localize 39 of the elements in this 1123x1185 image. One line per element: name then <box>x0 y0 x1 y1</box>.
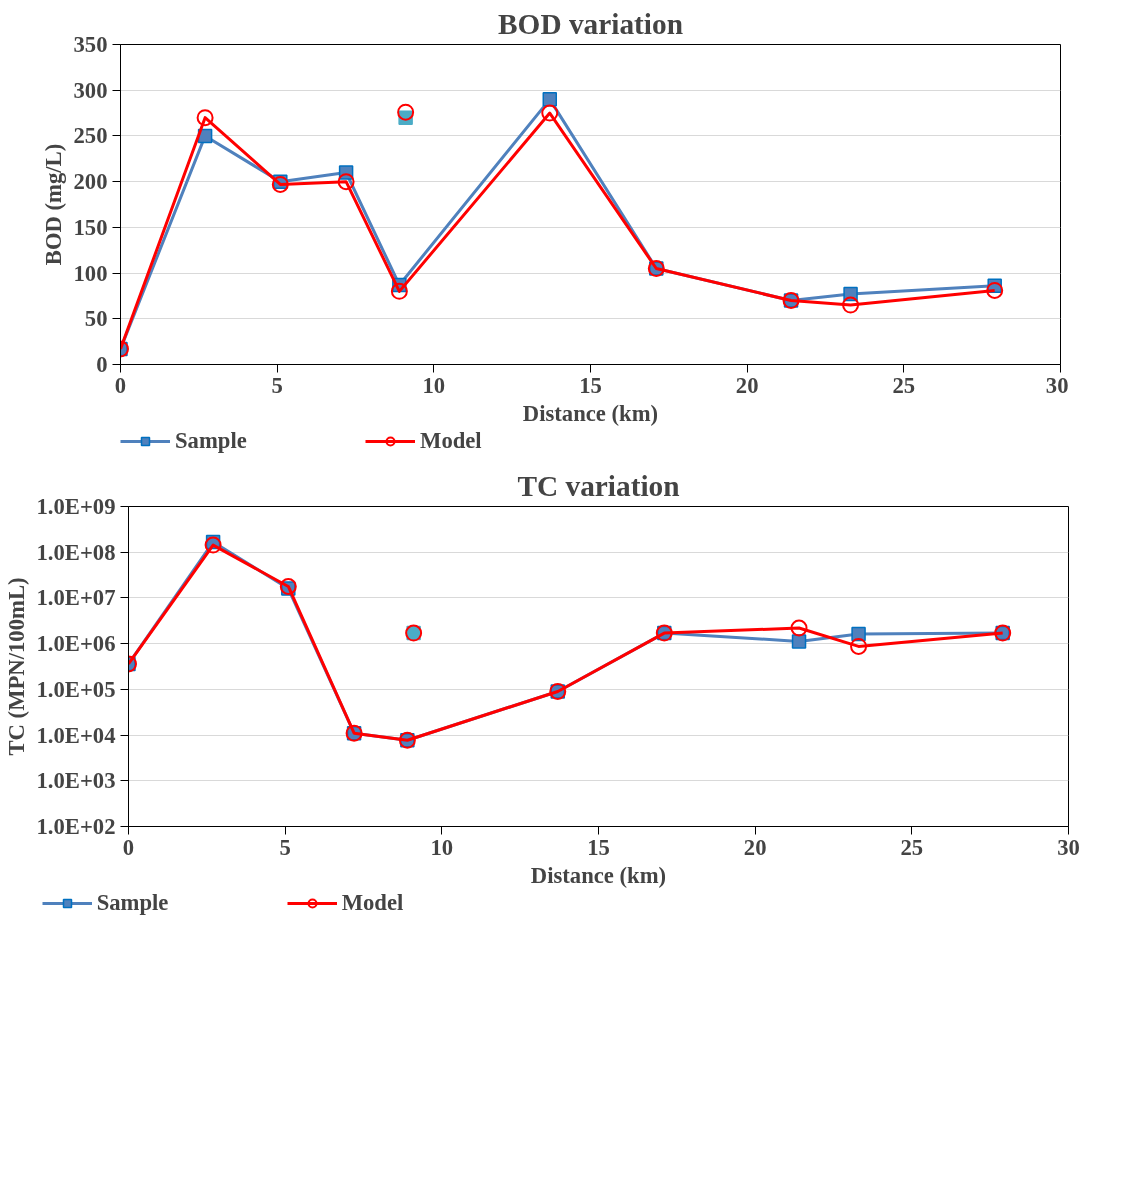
y-tick-label: 200 <box>73 169 108 195</box>
y-tick-label: 1.0E+08 <box>36 539 116 565</box>
y-tick-label: 1.0E+07 <box>36 585 116 611</box>
x-tick-label: 20 <box>743 834 767 860</box>
legend-label: Model <box>420 428 483 454</box>
x-tick-label: 30 <box>1045 372 1069 398</box>
y-tick-label: 250 <box>73 123 108 149</box>
y-tick-label: 0 <box>96 352 108 377</box>
y-tick-label: 150 <box>73 214 108 240</box>
x-tick-label: 25 <box>900 834 924 860</box>
y-tick-label: 1.0E+09 <box>36 494 116 519</box>
y-tick-label: 350 <box>73 32 108 57</box>
y-tick-label: 1.0E+02 <box>36 814 116 839</box>
x-tick-label: 30 <box>1057 834 1080 860</box>
x-tick-label: 10 <box>422 372 446 398</box>
y-tick-label: 1.0E+03 <box>36 768 116 794</box>
x-tick-label: 25 <box>892 372 916 398</box>
y-tick-label: 300 <box>73 77 108 103</box>
x-tick-label: 15 <box>579 372 602 398</box>
y-axis-title: TC (MPN/100mL) <box>3 577 29 756</box>
x-tick-label: 15 <box>587 834 610 860</box>
y-tick-label: 1.0E+04 <box>36 722 116 748</box>
x-axis-title: Distance (km) <box>522 400 659 426</box>
y-tick-label: 50 <box>84 306 108 332</box>
x-tick-label: 5 <box>271 372 283 398</box>
chart-title: TC variation <box>517 469 680 502</box>
y-axis-title: BOD (mg/L) <box>40 143 66 266</box>
y-tick-label: 1.0E+06 <box>36 631 116 657</box>
y-tick-label: 100 <box>73 260 108 286</box>
x-tick-label: 10 <box>430 834 454 860</box>
legend-label: Sample <box>175 428 248 454</box>
x-tick-label: 5 <box>279 834 291 860</box>
chart-title: BOD variation <box>498 7 683 40</box>
x-tick-label: 20 <box>735 372 759 398</box>
legend-label: Model <box>341 890 405 916</box>
x-tick-label: 0 <box>122 834 135 860</box>
x-axis-title: Distance (km) <box>530 862 667 888</box>
y-tick-label: 1.0E+05 <box>36 676 116 702</box>
legend-label: Sample <box>96 890 170 916</box>
